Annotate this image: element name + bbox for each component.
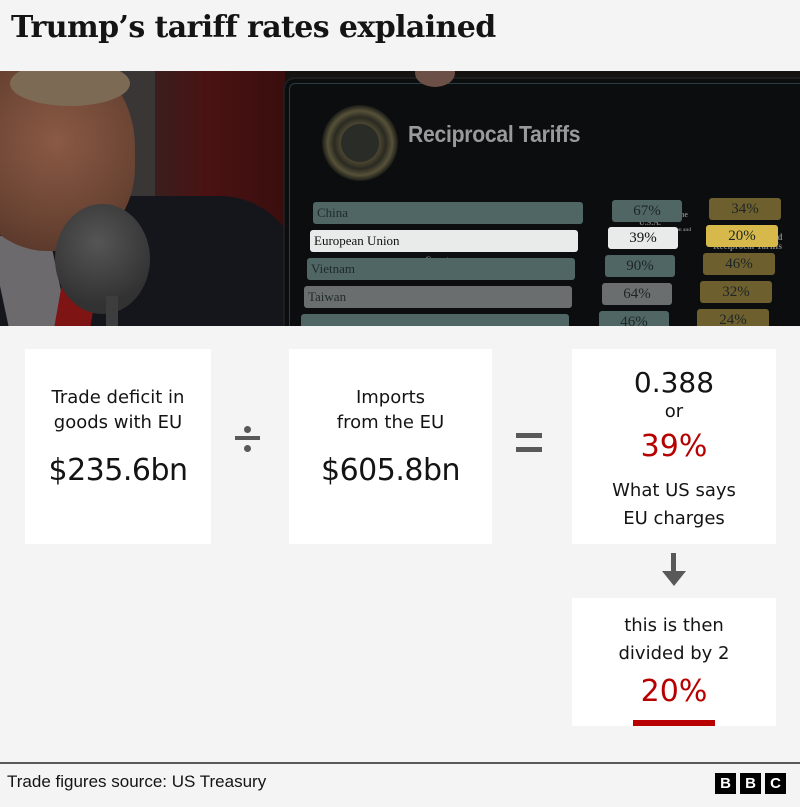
halved-percent: 20% — [640, 674, 708, 709]
result-or: or — [664, 401, 684, 422]
board-row-country: Vietnam — [307, 258, 575, 280]
halved-card: this is then divided by 2 20% — [572, 598, 776, 726]
arrow-down-icon — [662, 553, 686, 589]
equals-icon — [516, 433, 542, 455]
halved-description: this is then divided by 2 — [618, 615, 730, 664]
board-row-country: China — [313, 202, 583, 224]
bbc-logo-block: B — [715, 773, 736, 794]
bbc-logo-block: C — [765, 773, 786, 794]
result-percent: 39% — [640, 429, 708, 464]
trade-deficit-card: Trade deficit in goods with EU $235.6bn — [25, 349, 211, 544]
board-row-discounted: 24% — [697, 309, 769, 326]
page-title: Trump’s tariff rates explained — [11, 10, 496, 45]
board-row-charged: 46% — [599, 311, 669, 326]
microphone-icon — [55, 204, 150, 314]
trade-deficit-value: $235.6bn — [48, 453, 188, 488]
board-row-charged: 64% — [602, 283, 672, 305]
bbc-logo-block: B — [740, 773, 761, 794]
presidential-seal-icon — [322, 105, 398, 181]
imports-value: $605.8bn — [320, 453, 461, 488]
bbc-logo: B B C — [715, 773, 786, 794]
board-row-discounted: 32% — [700, 281, 772, 303]
board-row-country — [301, 314, 569, 326]
imports-card: Imports from the EU $605.8bn — [289, 349, 492, 544]
board-row-country: Taiwan — [304, 286, 572, 308]
highlight-underline — [633, 720, 715, 726]
header-photo: Reciprocal Tariffs Country Tariffs Charg… — [0, 71, 800, 326]
result-ratio: 0.388 — [633, 366, 715, 399]
board-row-charged-highlight: 39% — [608, 227, 678, 249]
divide-icon — [233, 424, 263, 454]
result-description: What US says EU charges — [612, 480, 736, 529]
trade-deficit-label: Trade deficit in goods with EU — [51, 387, 185, 433]
board-row-discounted-highlight: 20% — [706, 225, 778, 247]
imports-label: Imports from the EU — [336, 387, 445, 433]
board-title: Reciprocal Tariffs — [408, 121, 581, 147]
board-row-country-highlight: European Union — [310, 230, 578, 252]
source-note: Trade figures source: US Treasury — [7, 772, 267, 791]
footer-divider — [0, 762, 800, 764]
board-row-discounted: 34% — [709, 198, 781, 220]
board-row-discounted: 46% — [703, 253, 775, 275]
board-row-charged: 67% — [612, 200, 682, 222]
board-row-charged: 90% — [605, 255, 675, 277]
result-card: 0.388 or 39% What US says EU charges — [572, 349, 776, 544]
